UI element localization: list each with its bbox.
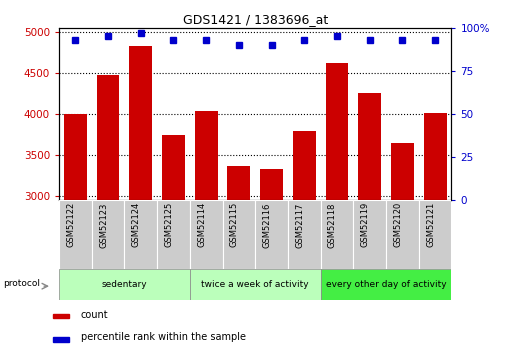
- Text: count: count: [81, 310, 109, 319]
- Text: GSM52121: GSM52121: [426, 202, 435, 247]
- Bar: [260, 169, 283, 200]
- Bar: [358, 93, 381, 200]
- Bar: [190, 200, 223, 269]
- Text: sedentary: sedentary: [102, 280, 147, 289]
- Bar: [92, 200, 125, 269]
- Bar: [59, 269, 190, 300]
- Text: GSM52122: GSM52122: [66, 202, 75, 247]
- Bar: [223, 200, 255, 269]
- Text: GSM52125: GSM52125: [165, 202, 173, 247]
- Bar: [64, 114, 87, 200]
- Text: GSM52114: GSM52114: [197, 202, 206, 247]
- Text: every other day of activity: every other day of activity: [326, 280, 446, 289]
- Bar: [326, 63, 348, 200]
- Bar: [129, 46, 152, 200]
- Bar: [96, 75, 120, 200]
- Bar: [419, 200, 451, 269]
- Bar: [227, 166, 250, 200]
- Bar: [288, 200, 321, 269]
- Text: GSM52116: GSM52116: [263, 202, 271, 248]
- Text: GSM52118: GSM52118: [328, 202, 337, 248]
- Text: twice a week of activity: twice a week of activity: [202, 280, 309, 289]
- Bar: [391, 142, 414, 200]
- Bar: [353, 200, 386, 269]
- Text: GSM52115: GSM52115: [230, 202, 239, 247]
- Bar: [255, 200, 288, 269]
- Bar: [321, 269, 451, 300]
- Bar: [386, 200, 419, 269]
- Bar: [321, 200, 353, 269]
- Text: percentile rank within the sample: percentile rank within the sample: [81, 333, 246, 342]
- Text: GSM52117: GSM52117: [295, 202, 304, 248]
- Text: GSM52124: GSM52124: [132, 202, 141, 247]
- Bar: [157, 200, 190, 269]
- Bar: [162, 135, 185, 200]
- Text: GSM52119: GSM52119: [361, 202, 370, 247]
- Bar: [293, 131, 315, 200]
- Bar: [195, 110, 218, 200]
- Bar: [190, 269, 321, 300]
- Text: GSM52123: GSM52123: [99, 202, 108, 248]
- Text: protocol: protocol: [3, 278, 40, 288]
- Bar: [53, 337, 69, 342]
- Text: GSM52120: GSM52120: [393, 202, 402, 247]
- Bar: [124, 200, 157, 269]
- Title: GDS1421 / 1383696_at: GDS1421 / 1383696_at: [183, 13, 328, 27]
- Bar: [424, 113, 446, 200]
- Bar: [59, 200, 92, 269]
- Bar: [53, 314, 69, 318]
